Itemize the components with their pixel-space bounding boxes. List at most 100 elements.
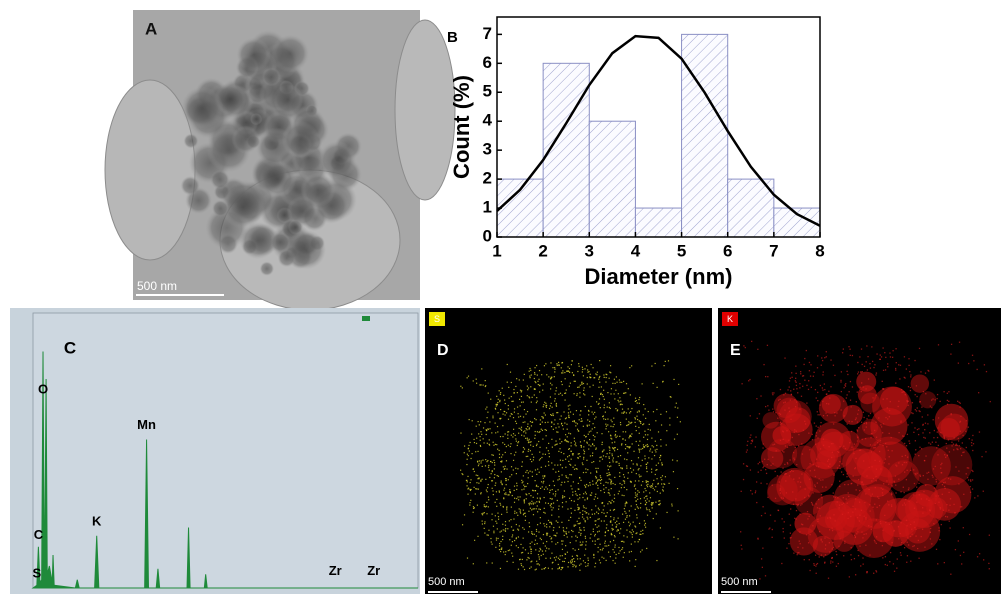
signal-dot	[860, 450, 861, 451]
signal-dot	[927, 423, 928, 424]
signal-dot	[593, 557, 594, 558]
signal-dot	[859, 356, 860, 357]
signal-dot	[586, 365, 587, 366]
signal-dot	[615, 447, 616, 448]
signal-dot	[464, 452, 465, 453]
signal-dot	[540, 517, 541, 518]
signal-dot	[517, 406, 518, 407]
signal-dot	[499, 454, 500, 455]
signal-dot	[790, 378, 791, 379]
signal-dot	[762, 506, 763, 507]
signal-dot	[489, 421, 490, 422]
signal-dot	[765, 575, 766, 576]
signal-dot	[507, 494, 508, 495]
x-axis-label: Diameter (nm)	[585, 264, 733, 289]
signal-dot	[595, 496, 596, 497]
signal-dot	[558, 364, 559, 365]
signal-dot	[484, 521, 485, 522]
signal-dot	[550, 362, 551, 363]
signal-dot	[626, 425, 627, 426]
signal-dot	[924, 429, 925, 430]
signal-dot	[930, 528, 931, 529]
signal-dot	[486, 461, 487, 462]
signal-dot	[601, 456, 602, 457]
signal-dot	[959, 422, 960, 423]
signal-dot	[660, 446, 661, 447]
signal-dot	[804, 421, 805, 422]
particle-texture	[273, 84, 304, 115]
signal-dot	[595, 524, 596, 525]
signal-dot	[623, 381, 624, 382]
signal-dot	[583, 527, 584, 528]
signal-dot	[876, 353, 877, 354]
signal-dot	[822, 360, 823, 361]
signal-dot	[666, 512, 667, 513]
signal-dot	[579, 366, 580, 367]
signal-dot	[529, 568, 530, 569]
signal-dot	[839, 505, 840, 506]
signal-dot	[635, 418, 636, 419]
signal-dot	[592, 396, 593, 397]
signal-dot	[535, 540, 536, 541]
signal-dot	[889, 524, 890, 525]
signal-dot	[607, 503, 608, 504]
signal-dot	[551, 421, 552, 422]
signal-dot	[575, 442, 576, 443]
signal-dot	[759, 413, 760, 414]
signal-dot	[829, 551, 830, 552]
signal-dot	[613, 418, 614, 419]
signal-dot	[493, 460, 494, 461]
signal-dot	[576, 445, 577, 446]
signal-dot	[553, 429, 554, 430]
signal-dot	[936, 398, 937, 399]
signal-dot	[587, 497, 588, 498]
signal-dot	[904, 547, 905, 548]
signal-dot	[868, 378, 869, 379]
x-tick-label: 2	[538, 241, 547, 260]
signal-dot	[672, 505, 673, 506]
particle-texture	[239, 222, 276, 259]
signal-dot	[655, 451, 656, 452]
signal-dot	[536, 569, 537, 570]
signal-dot	[880, 468, 881, 469]
signal-dot	[913, 494, 914, 495]
signal-dot	[549, 536, 550, 537]
signal-dot	[655, 420, 656, 421]
signal-dot	[756, 502, 757, 503]
signal-dot	[653, 446, 654, 447]
signal-dot	[870, 413, 871, 414]
signal-dot	[615, 390, 616, 391]
signal-dot	[510, 519, 511, 520]
signal-dot	[496, 396, 497, 397]
signal-dot	[500, 568, 501, 569]
signal-dot	[943, 435, 944, 436]
signal-dot	[637, 419, 638, 420]
signal-dot	[595, 540, 596, 541]
signal-dot	[938, 495, 939, 496]
signal-dot	[855, 498, 856, 499]
signal-dot	[617, 400, 618, 401]
signal-dot	[648, 411, 649, 412]
signal-dot	[621, 549, 622, 550]
signal-dot	[575, 422, 576, 423]
signal-dot	[587, 419, 588, 420]
signal-dot	[600, 480, 601, 481]
signal-dot	[596, 374, 597, 375]
signal-dot	[870, 510, 871, 511]
signal-dot	[882, 432, 883, 433]
signal-dot	[631, 408, 632, 409]
signal-dot	[632, 443, 633, 444]
signal-dot	[802, 524, 803, 525]
signal-dot	[745, 347, 746, 348]
signal-dot	[499, 390, 500, 391]
signal-dot	[804, 380, 805, 381]
signal-dot	[585, 468, 586, 469]
signal-dot	[962, 442, 963, 443]
signal-dot	[981, 456, 982, 457]
signal-dot	[534, 378, 535, 379]
signal-dot	[595, 476, 596, 477]
signal-dot	[589, 439, 590, 440]
signal-dot	[919, 348, 920, 349]
signal-dot	[780, 471, 781, 472]
signal-dot	[608, 492, 609, 493]
